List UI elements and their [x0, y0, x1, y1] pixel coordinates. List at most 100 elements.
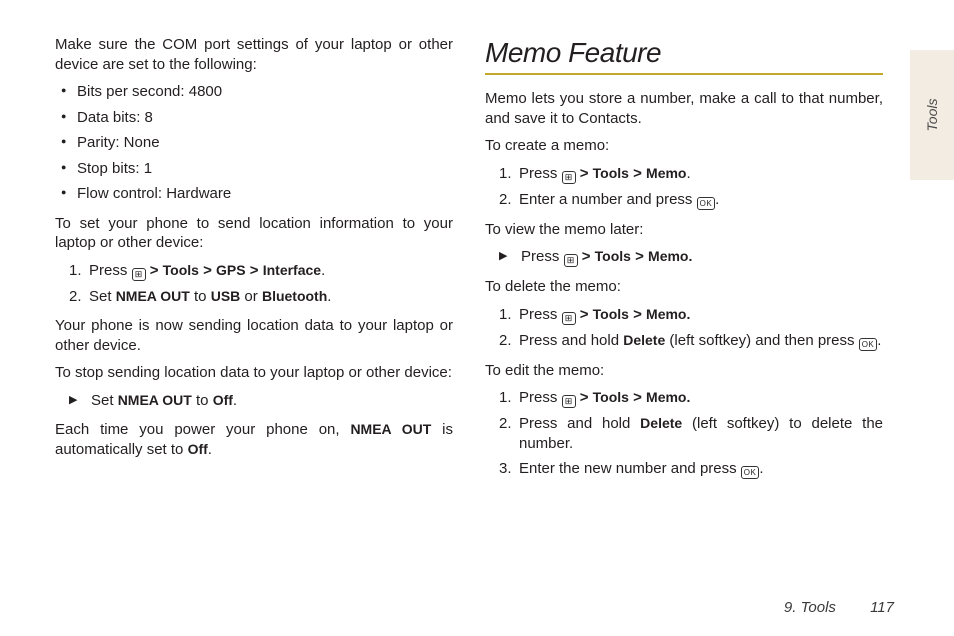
text: . [327, 288, 331, 305]
sep: > [580, 165, 589, 182]
text: . [208, 441, 212, 458]
ok-key-icon: OK [697, 197, 716, 210]
path: Memo. [646, 306, 690, 322]
term: Off [213, 392, 233, 408]
path: Tools [593, 389, 629, 405]
text: to [190, 288, 211, 305]
sep: > [582, 248, 591, 265]
footer-page: 117 [870, 599, 894, 616]
list-item: 2. Set NMEA OUT to USB or Bluetooth. [69, 287, 453, 307]
list-item: 1. Press ⊞ > Tools > GPS > Interface. [69, 261, 453, 281]
text: . [686, 165, 690, 182]
list-item: Bits per second: 4800 [61, 82, 453, 102]
list-item: 1. Press ⊞ > Tools > Memo. [499, 305, 883, 325]
text: . [715, 191, 719, 208]
ok-key-icon: OK [741, 466, 760, 479]
path: GPS [216, 262, 246, 278]
path: Interface [263, 262, 321, 278]
text: Set [91, 392, 118, 409]
sep: > [635, 248, 644, 265]
menu-key-icon: ⊞ [132, 268, 146, 281]
edit-intro: To edit the memo: [485, 361, 883, 381]
text: Press [519, 165, 562, 182]
list-item: 1. Press ⊞ > Tools > Memo. [499, 164, 883, 184]
menu-key-icon: ⊞ [562, 312, 576, 325]
text: (left softkey) and then press [665, 332, 858, 349]
section-title: Memo Feature [485, 35, 883, 71]
text: Each time you power your phone on, [55, 421, 350, 438]
path: Tools [593, 306, 629, 322]
sep: > [633, 165, 642, 182]
list-item: 1. Press ⊞ > Tools > Memo. [499, 388, 883, 408]
term: NMEA OUT [118, 392, 192, 408]
view-intro: To view the memo later: [485, 220, 883, 240]
create-steps: 1. Press ⊞ > Tools > Memo. 2. Enter a nu… [499, 164, 883, 210]
term: Off [188, 441, 208, 457]
text: . [321, 262, 325, 279]
com-intro: Make sure the COM port settings of your … [55, 35, 453, 74]
left-column: Make sure the COM port settings of your … [55, 35, 453, 590]
path: Tools [595, 248, 631, 264]
stop-intro: To stop sending location data to your la… [55, 363, 453, 383]
text: Press [519, 306, 562, 323]
menu-key-icon: ⊞ [562, 395, 576, 408]
text: Press and hold [519, 415, 640, 432]
term: Delete [640, 415, 682, 431]
set-intro: To set your phone to send location infor… [55, 214, 453, 253]
right-column: Memo Feature Memo lets you store a numbe… [485, 35, 883, 590]
closing: Each time you power your phone on, NMEA … [55, 420, 453, 459]
list-item: 3. Enter the new number and press OK. [499, 459, 883, 479]
text: Enter the new number and press [519, 460, 741, 477]
delete-intro: To delete the memo: [485, 277, 883, 297]
edit-steps: 1. Press ⊞ > Tools > Memo. 2. Press and … [499, 388, 883, 479]
title-rule [485, 73, 883, 75]
after-set: Your phone is now sending location data … [55, 316, 453, 355]
sep: > [580, 389, 589, 406]
side-tab-label: Tools [924, 99, 940, 132]
list-item: Stop bits: 1 [61, 159, 453, 179]
sep: > [150, 262, 159, 279]
menu-key-icon: ⊞ [562, 171, 576, 184]
text: or [240, 288, 262, 305]
menu-key-icon: ⊞ [564, 254, 578, 267]
list-item: Parity: None [61, 133, 453, 153]
list-item: 2. Press and hold Delete (left softkey) … [499, 331, 883, 351]
page-content: Make sure the COM port settings of your … [55, 35, 900, 590]
sep: > [633, 306, 642, 323]
list-item: 2. Press and hold Delete (left softkey) … [499, 414, 883, 453]
term: NMEA OUT [116, 288, 190, 304]
list-item: Set NMEA OUT to Off. [69, 391, 453, 411]
text: Press [519, 389, 562, 406]
list-item: Data bits: 8 [61, 108, 453, 128]
path: Tools [593, 165, 629, 181]
text: . [877, 332, 881, 349]
term: Delete [623, 332, 665, 348]
footer-section: 9. Tools [784, 599, 836, 616]
term: NMEA OUT [350, 421, 431, 437]
text: Press and hold [519, 332, 623, 349]
sep: > [203, 262, 212, 279]
list-item: Flow control: Hardware [61, 184, 453, 204]
set-steps: 1. Press ⊞ > Tools > GPS > Interface. 2.… [69, 261, 453, 307]
list-item: 2. Enter a number and press OK. [499, 190, 883, 210]
com-settings-list: Bits per second: 4800 Data bits: 8 Parit… [61, 82, 453, 204]
text: Enter a number and press [519, 191, 697, 208]
text: . [233, 392, 237, 409]
term: USB [211, 288, 241, 304]
list-item: Press ⊞ > Tools > Memo. [499, 247, 883, 267]
path: Memo. [646, 389, 690, 405]
text: to [192, 392, 213, 409]
path: Memo. [648, 248, 692, 264]
side-tab: Tools [910, 50, 954, 180]
text: Set [89, 288, 116, 305]
sep: > [633, 389, 642, 406]
memo-intro: Memo lets you store a number, make a cal… [485, 89, 883, 128]
stop-step: Set NMEA OUT to Off. [69, 391, 453, 411]
text: . [759, 460, 763, 477]
text: Press [521, 248, 564, 265]
delete-steps: 1. Press ⊞ > Tools > Memo. 2. Press and … [499, 305, 883, 351]
sep: > [250, 262, 259, 279]
page-footer: 9. Tools 117 [784, 599, 894, 616]
term: Bluetooth [262, 288, 327, 304]
view-step: Press ⊞ > Tools > Memo. [499, 247, 883, 267]
